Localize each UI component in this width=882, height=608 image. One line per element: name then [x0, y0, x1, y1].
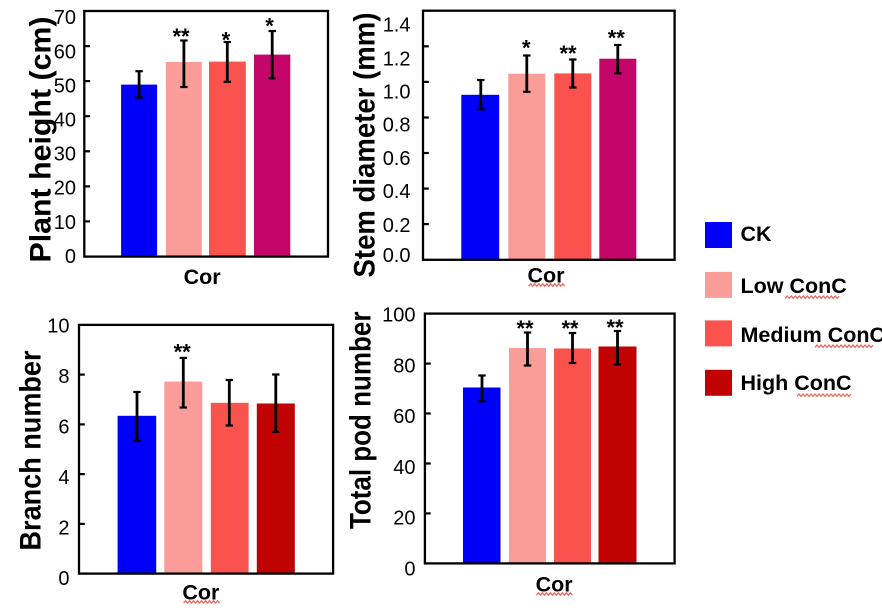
svg-text:60: 60 [54, 41, 76, 63]
svg-text:8: 8 [58, 366, 69, 388]
svg-text:40: 40 [393, 457, 415, 479]
svg-text:0: 0 [404, 558, 415, 580]
svg-text:Cor: Cor [184, 265, 222, 289]
svg-text:Low ConC: Low ConC [741, 274, 847, 298]
svg-text:40: 40 [54, 110, 76, 132]
svg-text:Plant height (cm): Plant height (cm) [25, 17, 58, 263]
svg-text:**: ** [606, 315, 624, 340]
svg-text:0.8: 0.8 [383, 115, 411, 137]
svg-text:*: * [265, 14, 274, 39]
svg-text:0.6: 0.6 [383, 148, 411, 170]
svg-text:**: ** [561, 316, 579, 341]
svg-text:30: 30 [54, 144, 76, 166]
svg-text:1.2: 1.2 [383, 49, 411, 71]
svg-text:1.0: 1.0 [383, 82, 411, 104]
svg-text:4: 4 [58, 467, 69, 489]
svg-text:20: 20 [54, 178, 76, 200]
svg-text:Total pod number: Total pod number [344, 311, 377, 529]
svg-text:80: 80 [393, 355, 415, 377]
svg-text:10: 10 [54, 212, 76, 234]
svg-text:6: 6 [58, 417, 69, 439]
svg-text:50: 50 [54, 75, 76, 97]
svg-text:0: 0 [58, 568, 69, 590]
svg-text:*: * [222, 28, 231, 53]
svg-text:Medium ConC: Medium ConC [741, 323, 882, 347]
svg-text:**: ** [516, 316, 534, 341]
svg-text:Stem diameter (mm): Stem diameter (mm) [349, 13, 382, 278]
svg-text:0.2: 0.2 [383, 215, 411, 237]
svg-text:High ConC: High ConC [741, 371, 852, 395]
svg-text:**: ** [559, 41, 577, 66]
svg-text:**: ** [172, 24, 190, 49]
svg-text:**: ** [174, 340, 192, 365]
svg-text:70: 70 [54, 7, 76, 29]
svg-text:*: * [522, 36, 531, 61]
svg-text:0.0: 0.0 [383, 245, 411, 267]
svg-text:1.4: 1.4 [383, 15, 411, 37]
svg-text:100: 100 [382, 305, 415, 327]
svg-text:10: 10 [47, 316, 69, 338]
svg-text:**: ** [608, 26, 626, 51]
svg-text:Branch number: Branch number [14, 350, 47, 550]
svg-text:2: 2 [58, 517, 69, 539]
svg-text:CK: CK [741, 222, 773, 246]
svg-text:60: 60 [393, 406, 415, 428]
svg-text:0.4: 0.4 [383, 181, 411, 203]
svg-text:0: 0 [65, 246, 76, 268]
svg-text:20: 20 [393, 508, 415, 530]
